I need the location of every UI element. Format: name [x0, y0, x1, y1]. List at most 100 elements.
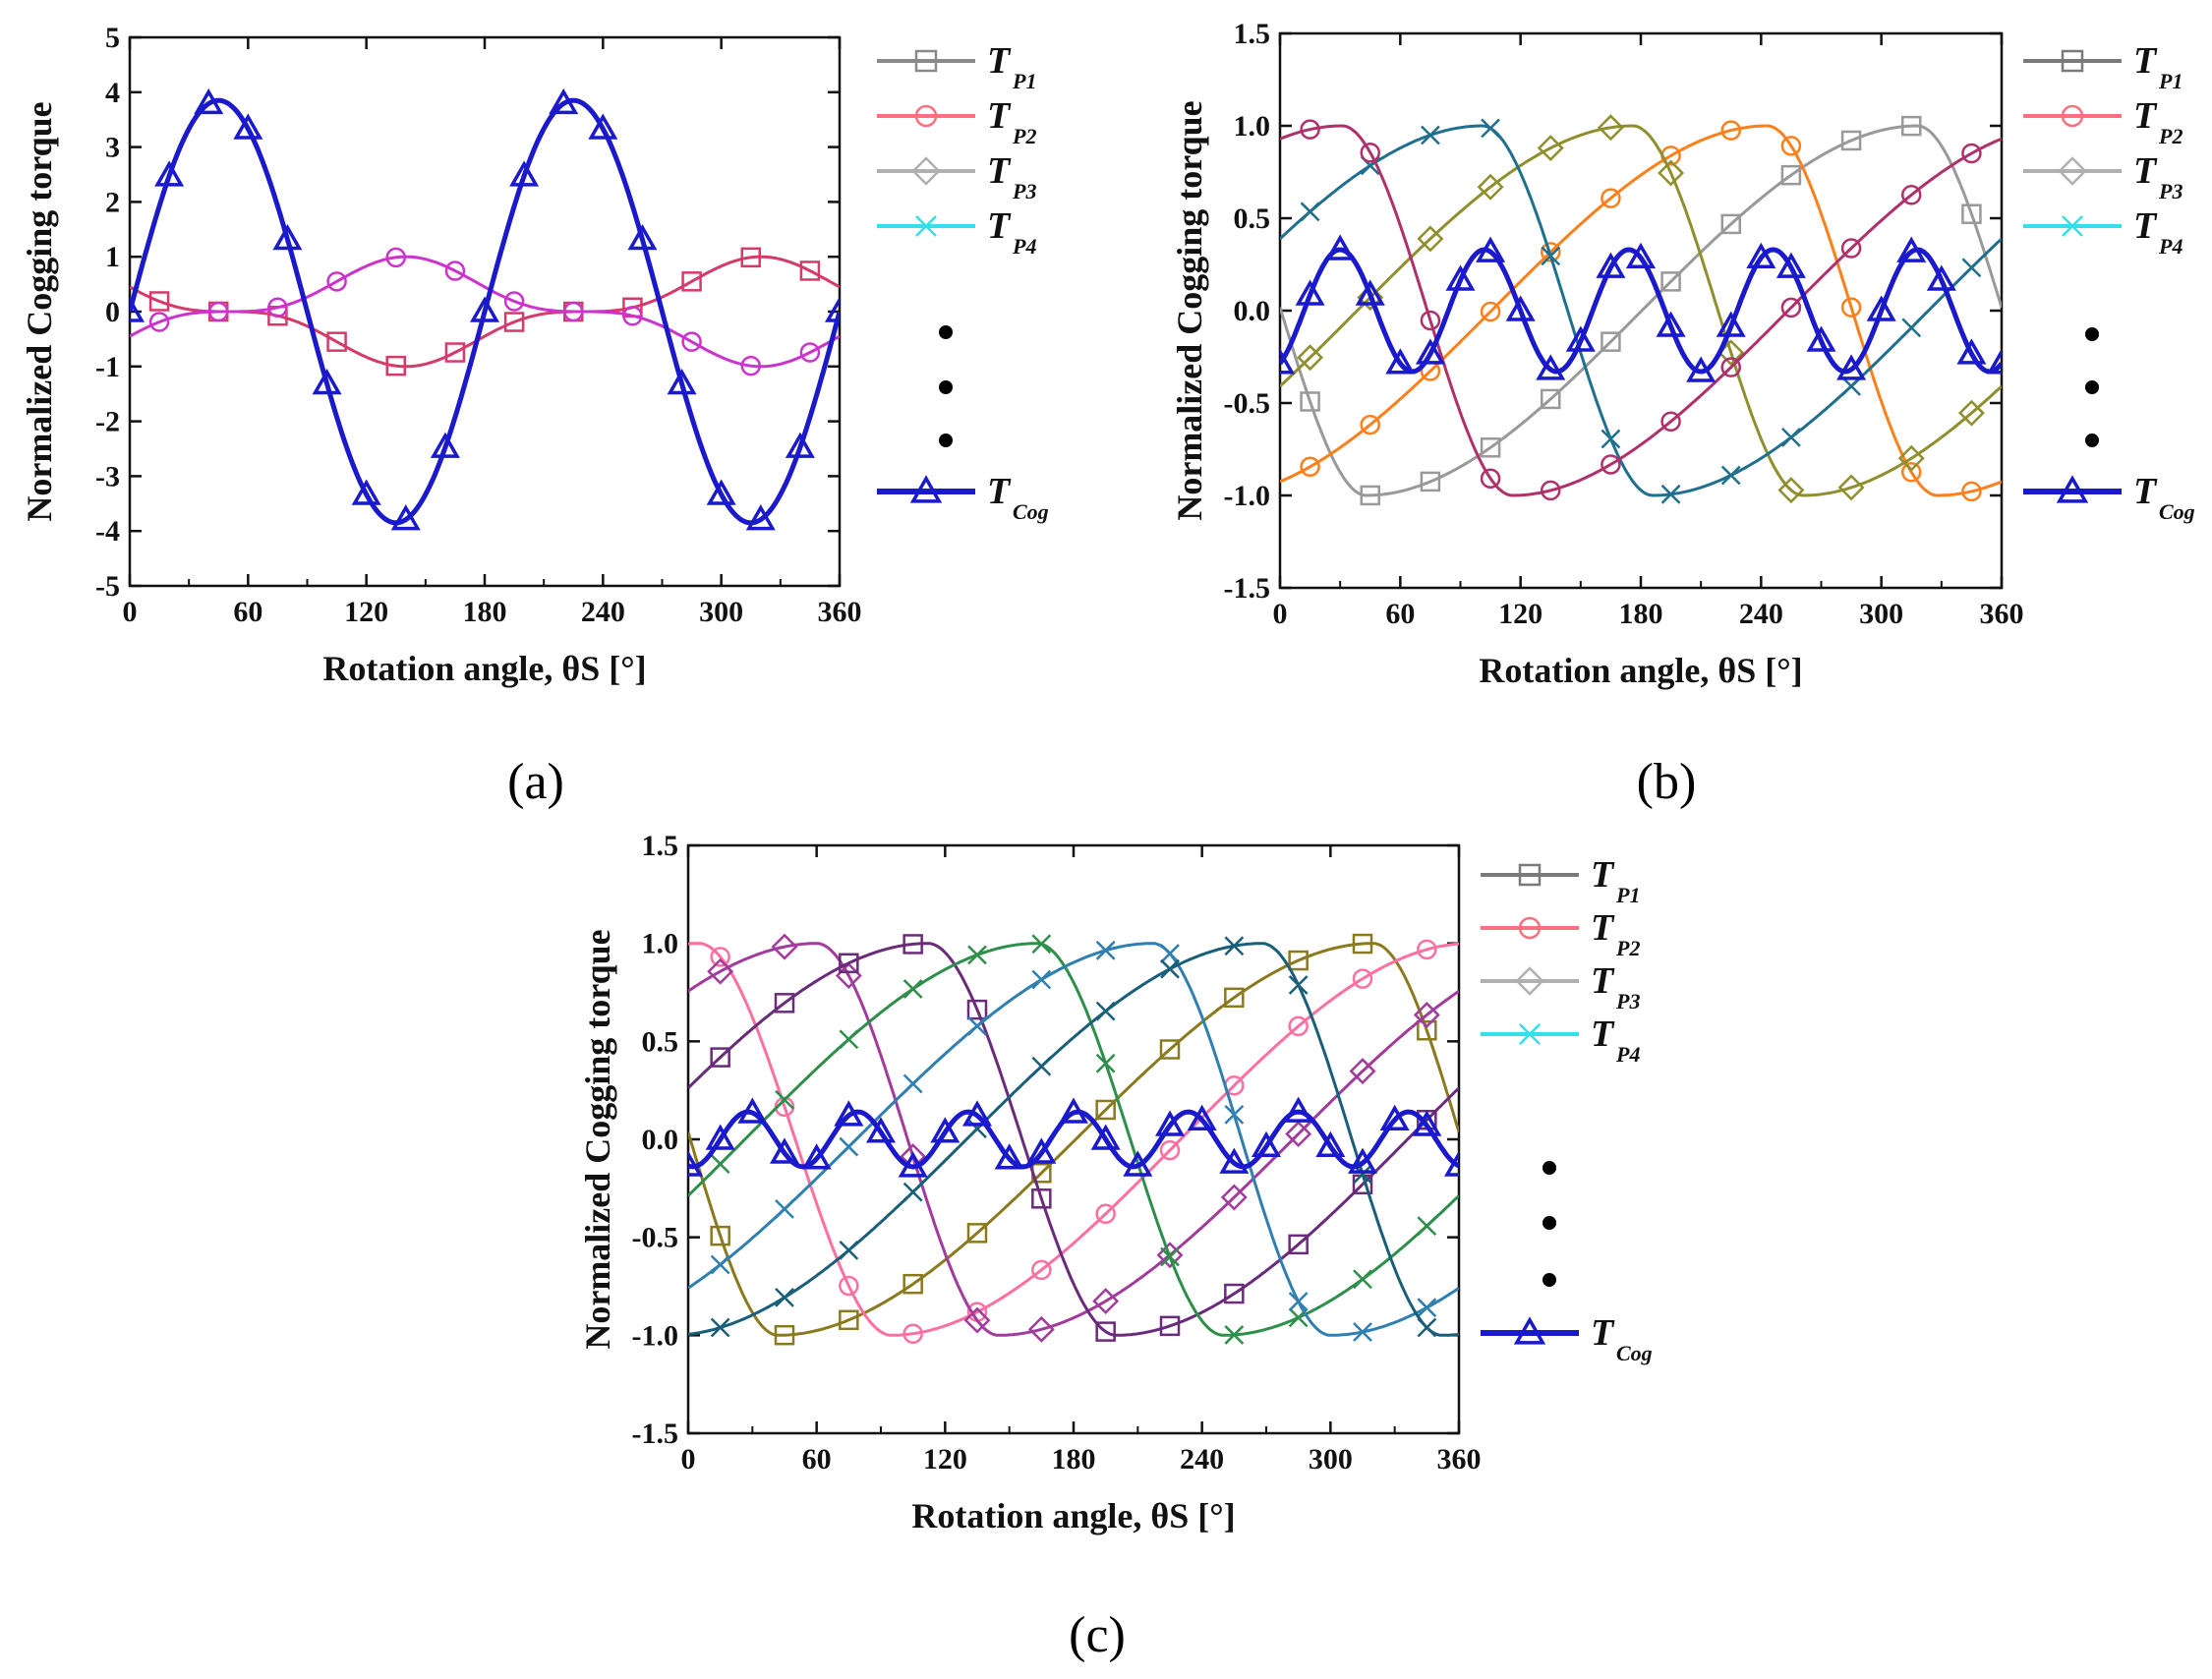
marker-tcog [351, 479, 381, 505]
marker-tcog [1716, 311, 1746, 337]
legend-marker-tp2 [914, 104, 938, 128]
x-tick-label: 120 [1498, 598, 1543, 630]
series-line-tp1 [688, 942, 1459, 1337]
marker-tp1 [710, 1225, 730, 1246]
legend-label-tp1: T [987, 40, 1012, 82]
x-tick-label: 360 [818, 596, 862, 628]
y-tick-label: 1.0 [642, 928, 679, 960]
marker-tcog [1058, 1097, 1089, 1124]
marker-tcog [1476, 236, 1506, 262]
legend-marker-tp2 [2061, 104, 2084, 128]
marker-tp4 [774, 993, 795, 1013]
marker-tp5 [839, 1029, 859, 1050]
x-tick-label: 120 [344, 596, 388, 628]
legend-marker-tp4 [1519, 1023, 1541, 1045]
legend-sub-tcog: Cog [2159, 499, 2195, 524]
y-tick-label: 0.5 [1234, 203, 1271, 235]
marker-tp1 [1159, 1039, 1181, 1060]
legend-sub-tp2: P2 [1615, 936, 1640, 960]
x-tick-label: 360 [1437, 1443, 1482, 1476]
legend-sub-tp3: P3 [1012, 179, 1036, 203]
legend-label-tp4: T [987, 205, 1012, 247]
legend-sub-tp4: P4 [1615, 1042, 1640, 1067]
x-tick-label: 360 [1980, 598, 2024, 630]
marker-tcog [1625, 242, 1657, 269]
marker-tp2 [1360, 414, 1380, 435]
marker-tp5 [1660, 411, 1681, 432]
y-tick-label: -1.0 [632, 1319, 679, 1352]
marker-tp2 [622, 305, 643, 326]
marker-tp7 [710, 1317, 730, 1338]
marker-tcog [1347, 1147, 1378, 1174]
marker-tp1 [1288, 950, 1309, 971]
series-line-tp5 [688, 942, 1459, 1337]
marker-tcog [688, 1150, 704, 1177]
marker-tp2 [385, 247, 406, 268]
marker-tcog [233, 113, 263, 140]
marker-tcog [588, 113, 618, 140]
x-tick-label: 240 [581, 596, 625, 628]
marker-tp5 [710, 1154, 730, 1175]
marker-tp2 [563, 301, 584, 322]
x-tick-label: 0 [681, 1443, 696, 1476]
y-tick-label: 0.0 [642, 1124, 679, 1156]
marker-tcog [667, 368, 697, 395]
marker-tp5 [1224, 1325, 1245, 1345]
marker-tp1 [1417, 1019, 1437, 1041]
series-line-tp6 [688, 942, 1459, 1337]
marker-tp2 [1352, 968, 1373, 989]
marker-tcog [1355, 279, 1385, 306]
marker-tp4 [1224, 1283, 1245, 1304]
marker-tp2 [1780, 136, 1802, 156]
marker-tp1 [681, 271, 702, 292]
x-tick-label: 300 [1309, 1443, 1353, 1476]
y-tick-label: -4 [95, 515, 120, 548]
marker-tcog [1295, 279, 1325, 306]
marker-tp5 [775, 1089, 794, 1110]
y-tick-label: 0.5 [642, 1025, 679, 1058]
marker-tp4 [1781, 427, 1801, 447]
legend-sub-tp2: P2 [2158, 124, 2183, 148]
marker-tp5 [1095, 1053, 1116, 1073]
y-tick-label: 1.5 [1234, 18, 1271, 50]
marker-tp3 [1285, 1121, 1312, 1148]
marker-tcog [1219, 1147, 1250, 1174]
marker-tcog [1315, 1130, 1346, 1157]
legend-marker-tp4 [2062, 215, 2083, 237]
marker-tp5 [967, 945, 987, 965]
marker-tcog [1251, 1130, 1282, 1157]
marker-tp3 [1537, 135, 1564, 162]
legend-label-tcog: T [2133, 471, 2158, 512]
marker-tp3 [1349, 1058, 1376, 1085]
marker-tcog [705, 1124, 735, 1150]
legend-sub-tcog: Cog [1013, 499, 1049, 524]
y-tick-label: 0 [105, 296, 120, 328]
series-line-tp7 [688, 942, 1459, 1337]
marker-tp5 [1300, 119, 1320, 140]
marker-tcog [1656, 311, 1686, 337]
series-line-tp3 [1280, 124, 2002, 497]
series-line-tp2 [688, 942, 1459, 1337]
marker-tp1 [839, 1309, 859, 1331]
marker-tp4 [902, 934, 923, 955]
marker-tcog [1926, 264, 1956, 291]
marker-tp1 [1780, 164, 1802, 186]
marker-tp2 [799, 342, 821, 363]
series-line-tp2 [1280, 124, 2002, 497]
marker-tp3 [963, 1306, 991, 1334]
series-line-tcog [1280, 247, 2002, 375]
marker-tp5 [902, 979, 923, 999]
legend-label-tp3: T [2133, 150, 2158, 192]
marker-tp6 [1224, 1104, 1245, 1125]
legend-ellipsis-dot [1543, 1161, 1556, 1175]
marker-tp7 [1095, 1001, 1116, 1021]
legend-label-tp3: T [987, 150, 1012, 192]
series-line-tp1 [1280, 124, 2002, 497]
marker-tp1 [444, 342, 466, 363]
marker-tp5 [1031, 934, 1052, 955]
marker-tp7 [1160, 958, 1180, 979]
marker-tcog [961, 1100, 993, 1127]
marker-tp3 [1897, 444, 1925, 472]
marker-tcog [1090, 1124, 1121, 1150]
marker-tp1 [326, 331, 347, 352]
